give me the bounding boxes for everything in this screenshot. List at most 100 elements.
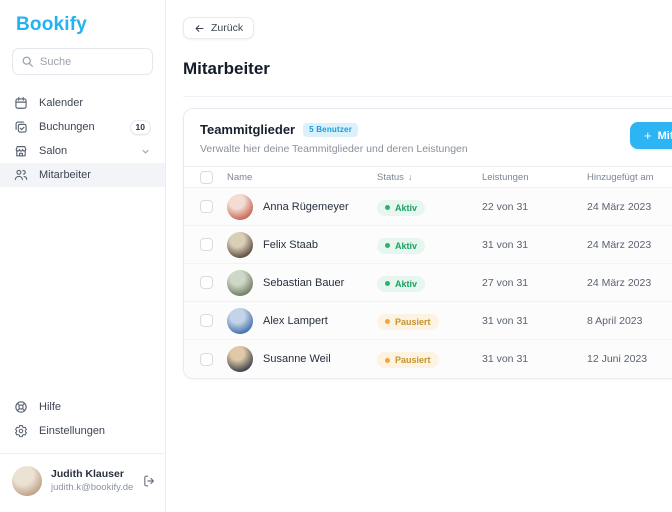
- add-employee-button[interactable]: + Mitarbeiter hinzufügen: [630, 122, 672, 149]
- user-name: Judith Klauser: [51, 468, 124, 480]
- sidebar-item-mitarbeiter[interactable]: Mitarbeiter: [0, 163, 165, 187]
- status-dot: [385, 281, 390, 287]
- table-row[interactable]: Sebastian Bauer Aktiv 27 von 31 24 März …: [184, 264, 672, 302]
- user-count-badge: 5 Benutzer: [303, 122, 359, 137]
- member-avatar: [227, 231, 253, 258]
- chevron-down-icon: [140, 146, 151, 157]
- name-cell: Alex Lampert: [227, 307, 377, 334]
- logout-icon[interactable]: [142, 474, 156, 488]
- row-checkbox[interactable]: [200, 352, 213, 366]
- status-dot: [385, 205, 390, 211]
- table-header: Name Status ↓ Leistungen Hinzugefügt am: [184, 166, 672, 188]
- select-all-checkbox[interactable]: [200, 170, 213, 184]
- sidebar-item-label: Hilfe: [39, 401, 62, 413]
- sidebar-item-salon[interactable]: Salon: [0, 139, 165, 163]
- users-icon: [14, 168, 28, 182]
- name-cell: Susanne Weil: [227, 346, 377, 372]
- bookings-icon: [14, 120, 28, 134]
- member-name: Anna Rügemeyer: [263, 200, 349, 213]
- status-badge: Aktiv: [377, 199, 426, 216]
- table-row[interactable]: Felix Staab Aktiv 31 von 31 24 März 2023: [184, 226, 672, 264]
- sidebar-item-label: Einstellungen: [39, 425, 106, 437]
- sidebar: Bookify Kalender Buchungen 10: [0, 0, 166, 512]
- sidebar-divider: [0, 453, 165, 454]
- status-label: Aktiv: [395, 278, 418, 289]
- leistungen-cell: 22 von 31: [482, 200, 529, 213]
- status-dot: [385, 319, 390, 325]
- member-avatar: [227, 269, 253, 296]
- added-cell: 24 März 2023: [587, 238, 652, 251]
- status-label: Aktiv: [395, 240, 418, 251]
- search-input-wrapper[interactable]: [12, 48, 153, 75]
- card-header: Teammitglieder 5 Benutzer Verwalte hier …: [184, 109, 672, 166]
- column-header-status[interactable]: Status ↓: [377, 172, 482, 183]
- main-content: Zurück Mitarbeiter Teammitglieder 5 Benu…: [167, 0, 672, 512]
- sidebar-item-einstellungen[interactable]: Einstellungen: [0, 419, 165, 443]
- column-header-status-label: Status: [377, 171, 404, 183]
- bookings-count-badge: 10: [129, 119, 151, 135]
- status-badge: Aktiv: [377, 237, 426, 254]
- member-avatar: [227, 346, 253, 372]
- sidebar-item-hilfe[interactable]: Hilfe: [0, 395, 165, 419]
- storefront-icon: [14, 144, 28, 158]
- team-members-card: Teammitglieder 5 Benutzer Verwalte hier …: [183, 108, 672, 379]
- name-cell: Sebastian Bauer: [227, 269, 377, 296]
- sidebar-item-label: Kalender: [39, 97, 84, 109]
- column-header-name: Name: [227, 171, 253, 183]
- leistungen-cell: 31 von 31: [482, 353, 529, 365]
- row-checkbox[interactable]: [200, 314, 213, 327]
- user-profile[interactable]: Judith Klauser judith.k@bookify.de: [0, 454, 165, 512]
- row-checkbox[interactable]: [200, 238, 213, 251]
- table-row[interactable]: Anna Rügemeyer Aktiv 22 von 31 24 März 2…: [184, 188, 672, 226]
- member-name: Susanne Weil: [263, 353, 331, 365]
- page-title: Mitarbeiter: [183, 59, 270, 78]
- user-avatar: [12, 466, 42, 496]
- column-header-leistungen: Leistungen: [482, 171, 529, 183]
- card-title: Teammitglieder: [200, 122, 296, 137]
- added-cell: 24 März 2023: [587, 200, 652, 213]
- member-avatar: [227, 193, 253, 220]
- leistungen-cell: 31 von 31: [482, 314, 529, 327]
- added-cell: 12 Juni 2023: [587, 353, 648, 365]
- search-input[interactable]: [40, 55, 144, 68]
- table-row[interactable]: Susanne Weil Pausiert 31 von 31 12 Juni …: [184, 340, 672, 378]
- status-dot: [385, 357, 390, 363]
- calendar-icon: [14, 96, 28, 110]
- status-dot: [385, 243, 390, 249]
- column-header-added: Hinzugefügt am: [587, 171, 654, 183]
- name-cell: Anna Rügemeyer: [227, 193, 377, 220]
- row-checkbox[interactable]: [200, 276, 213, 289]
- title-divider: [183, 96, 672, 97]
- status-badge: Pausiert: [377, 352, 439, 369]
- member-name: Felix Staab: [263, 238, 319, 251]
- member-name: Sebastian Bauer: [263, 276, 345, 289]
- status-badge: Aktiv: [377, 275, 426, 292]
- sidebar-item-label: Buchungen: [39, 121, 95, 133]
- row-checkbox[interactable]: [200, 200, 213, 213]
- arrow-left-icon: [194, 23, 205, 34]
- status-label: Pausiert: [395, 355, 431, 366]
- help-icon: [14, 400, 28, 414]
- sort-desc-icon: ↓: [407, 172, 413, 182]
- leistungen-cell: 31 von 31: [482, 238, 529, 251]
- user-email: judith.k@bookify.de: [51, 481, 134, 493]
- status-badge: Pausiert: [377, 313, 439, 330]
- added-cell: 24 März 2023: [587, 276, 652, 289]
- gear-icon: [14, 424, 28, 438]
- added-cell: 8 April 2023: [587, 314, 643, 327]
- sidebar-item-label: Mitarbeiter: [39, 169, 91, 181]
- plus-icon: +: [644, 128, 652, 143]
- sidebar-item-label: Salon: [39, 145, 68, 157]
- status-label: Aktiv: [395, 202, 418, 213]
- app-logo: Bookify: [16, 14, 88, 35]
- sidebar-item-buchungen[interactable]: Buchungen 10: [0, 115, 165, 139]
- search-icon: [21, 55, 34, 68]
- back-button-label: Zurück: [211, 22, 244, 34]
- add-employee-label: Mitarbeiter hinzufügen: [657, 129, 672, 142]
- back-button[interactable]: Zurück: [183, 17, 255, 39]
- sidebar-item-kalender[interactable]: Kalender: [0, 91, 165, 115]
- status-label: Pausiert: [395, 316, 431, 327]
- table-row[interactable]: Alex Lampert Pausiert 31 von 31 8 April …: [184, 302, 672, 340]
- user-meta: Judith Klauser judith.k@bookify.de: [51, 468, 133, 494]
- sidebar-footer: Hilfe Einstellungen Judith Klauser judit…: [0, 395, 165, 512]
